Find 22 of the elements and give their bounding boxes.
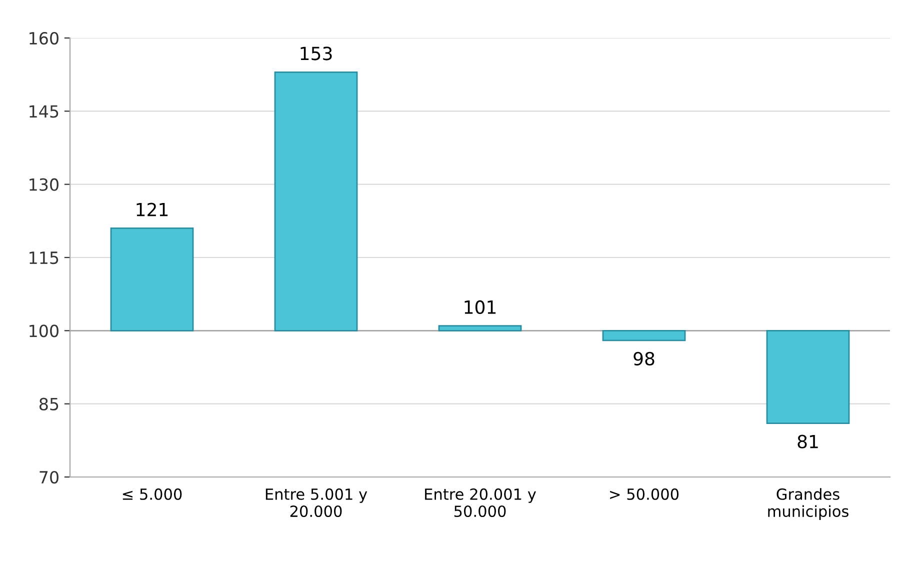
y-tick-label: 145 (30, 105, 58, 118)
data-label: 81 (798, 434, 818, 448)
data-label: 101 (464, 300, 496, 314)
bar (438, 325, 522, 332)
data-label: 98 (634, 352, 654, 366)
y-tick-label: 160 (30, 32, 58, 45)
y-tick-label: 100 (30, 324, 58, 338)
y-tick-label: 70 (40, 470, 58, 484)
y-tick-label: 130 (30, 178, 58, 191)
bar (110, 228, 194, 332)
x-tick-label: Grandes municipios (768, 488, 848, 520)
data-label: 153 (300, 46, 332, 60)
y-tick-label: 115 (30, 252, 58, 264)
x-tick-label: Entre 5.001 y 20.000 (266, 488, 368, 518)
x-tick-label: > 50.000 (610, 488, 679, 500)
bar (274, 71, 358, 332)
x-tick-label: Entre 20.001 y 50.000 (425, 488, 536, 518)
bar (602, 330, 686, 342)
x-tick-label: ≤ 5.000 (122, 488, 182, 500)
y-tick-label: 85 (40, 398, 58, 410)
data-label: 121 (136, 202, 168, 216)
bar (766, 330, 850, 424)
